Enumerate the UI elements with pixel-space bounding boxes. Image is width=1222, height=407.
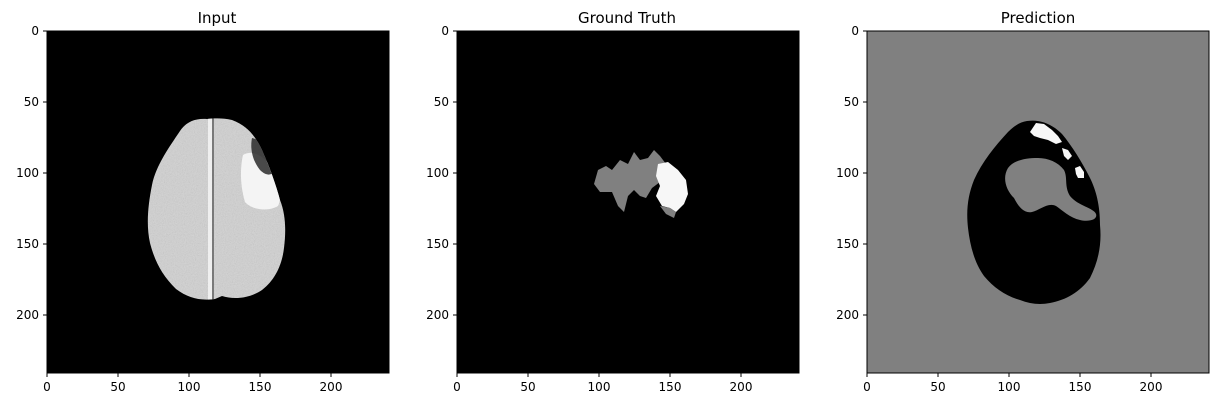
axes-frame-ground-truth <box>456 30 800 374</box>
x-tick-label: 150 <box>659 380 682 394</box>
prediction-white-dot <box>1075 166 1084 178</box>
y-tick-label: 200 <box>426 308 449 322</box>
panel-title-ground-truth: Ground Truth <box>578 9 676 27</box>
y-tick-labels-input: 0 50 100 150 200 <box>16 24 39 322</box>
y-ticks-ground-truth <box>453 30 457 316</box>
x-ticks-ground-truth <box>456 373 742 377</box>
x-tick-label: 100 <box>588 380 611 394</box>
x-tick-label: 100 <box>998 380 1021 394</box>
y-tick-label: 150 <box>836 237 859 251</box>
x-tick-label: 150 <box>249 380 272 394</box>
y-ticks-input <box>43 30 47 316</box>
panel-input: Input 0 50 100 150 200 <box>16 9 390 394</box>
y-tick-label: 100 <box>426 166 449 180</box>
axes-frame-prediction <box>866 30 1210 374</box>
x-tick-label: 50 <box>520 380 535 394</box>
y-tick-label: 0 <box>31 24 39 38</box>
y-tick-label: 100 <box>16 166 39 180</box>
x-tick-label: 200 <box>320 380 343 394</box>
x-tick-label: 0 <box>43 380 51 394</box>
x-ticks-prediction <box>866 373 1152 377</box>
y-tick-label: 100 <box>836 166 859 180</box>
image-background-ground-truth <box>457 31 799 373</box>
y-tick-label: 150 <box>426 237 449 251</box>
x-tick-label: 200 <box>730 380 753 394</box>
y-tick-label: 150 <box>16 237 39 251</box>
mask-white-region <box>656 162 688 212</box>
prediction-black-region <box>967 120 1101 304</box>
y-ticks-prediction <box>863 30 867 316</box>
panel-title-prediction: Prediction <box>1001 9 1076 27</box>
y-tick-label: 200 <box>16 308 39 322</box>
y-tick-label: 50 <box>844 95 859 109</box>
mask-gray-tail <box>660 206 676 218</box>
x-tick-label: 50 <box>930 380 945 394</box>
panel-title-input: Input <box>198 9 237 27</box>
y-tick-label: 200 <box>836 308 859 322</box>
x-tick-label: 200 <box>1140 380 1163 394</box>
prediction-white-spot <box>1062 148 1072 160</box>
x-tick-label: 0 <box>453 380 461 394</box>
y-tick-label: 50 <box>434 95 449 109</box>
x-tick-label: 0 <box>863 380 871 394</box>
y-tick-labels-ground-truth: 0 50 100 150 200 <box>426 24 449 322</box>
y-tick-labels-prediction: 0 50 100 150 200 <box>836 24 859 322</box>
x-tick-label: 150 <box>1069 380 1092 394</box>
prediction-white-region <box>1030 123 1062 144</box>
y-tick-label: 0 <box>441 24 449 38</box>
x-tick-labels-input: 0 50 100 150 200 <box>43 380 342 394</box>
x-tick-label: 100 <box>178 380 201 394</box>
axes-frame-input <box>46 30 390 374</box>
x-ticks-input <box>46 373 332 377</box>
panel-ground-truth: Ground Truth 0 50 100 150 200 0 <box>426 9 800 394</box>
x-tick-labels-prediction: 0 50 100 150 200 <box>863 380 1162 394</box>
y-tick-label: 0 <box>851 24 859 38</box>
midline-shadow <box>212 118 214 300</box>
prediction-gray-blob <box>1005 158 1097 221</box>
midline <box>208 118 212 300</box>
x-tick-label: 50 <box>110 380 125 394</box>
x-tick-labels-ground-truth: 0 50 100 150 200 <box>453 380 752 394</box>
mask-gray-region <box>594 150 668 212</box>
panel-prediction: Prediction 0 50 100 150 200 <box>836 9 1210 394</box>
y-tick-label: 50 <box>24 95 39 109</box>
